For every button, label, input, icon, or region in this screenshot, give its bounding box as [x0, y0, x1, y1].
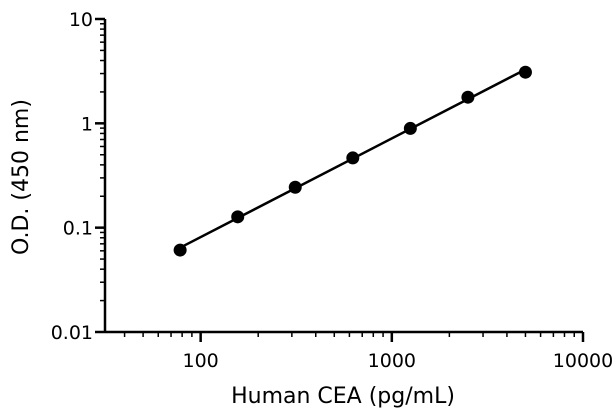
data-point: [518, 65, 532, 79]
x-tick-label: 10000: [553, 350, 613, 372]
x-axis-title: Human CEA (pg/mL): [231, 384, 455, 409]
y-tick-label: 10: [69, 9, 93, 31]
axes: [103, 19, 583, 334]
data-point: [288, 180, 302, 194]
y-tick-label: 0.01: [51, 322, 93, 344]
ticks: 0.01 0.1 1 10 100 1000 10000: [51, 9, 614, 372]
x-tick-label: 1000: [368, 350, 416, 372]
x-tick-label: 100: [183, 350, 219, 372]
data-point: [403, 121, 417, 135]
y-tick-label: 1: [81, 113, 93, 135]
y-tick-label: 0.1: [63, 218, 93, 240]
data-point: [346, 151, 360, 165]
y-axis-title: O.D. (450 nm): [9, 99, 34, 255]
data-points: [173, 65, 532, 257]
data-point: [461, 90, 475, 104]
data-point: [173, 243, 187, 257]
data-point: [231, 210, 245, 224]
